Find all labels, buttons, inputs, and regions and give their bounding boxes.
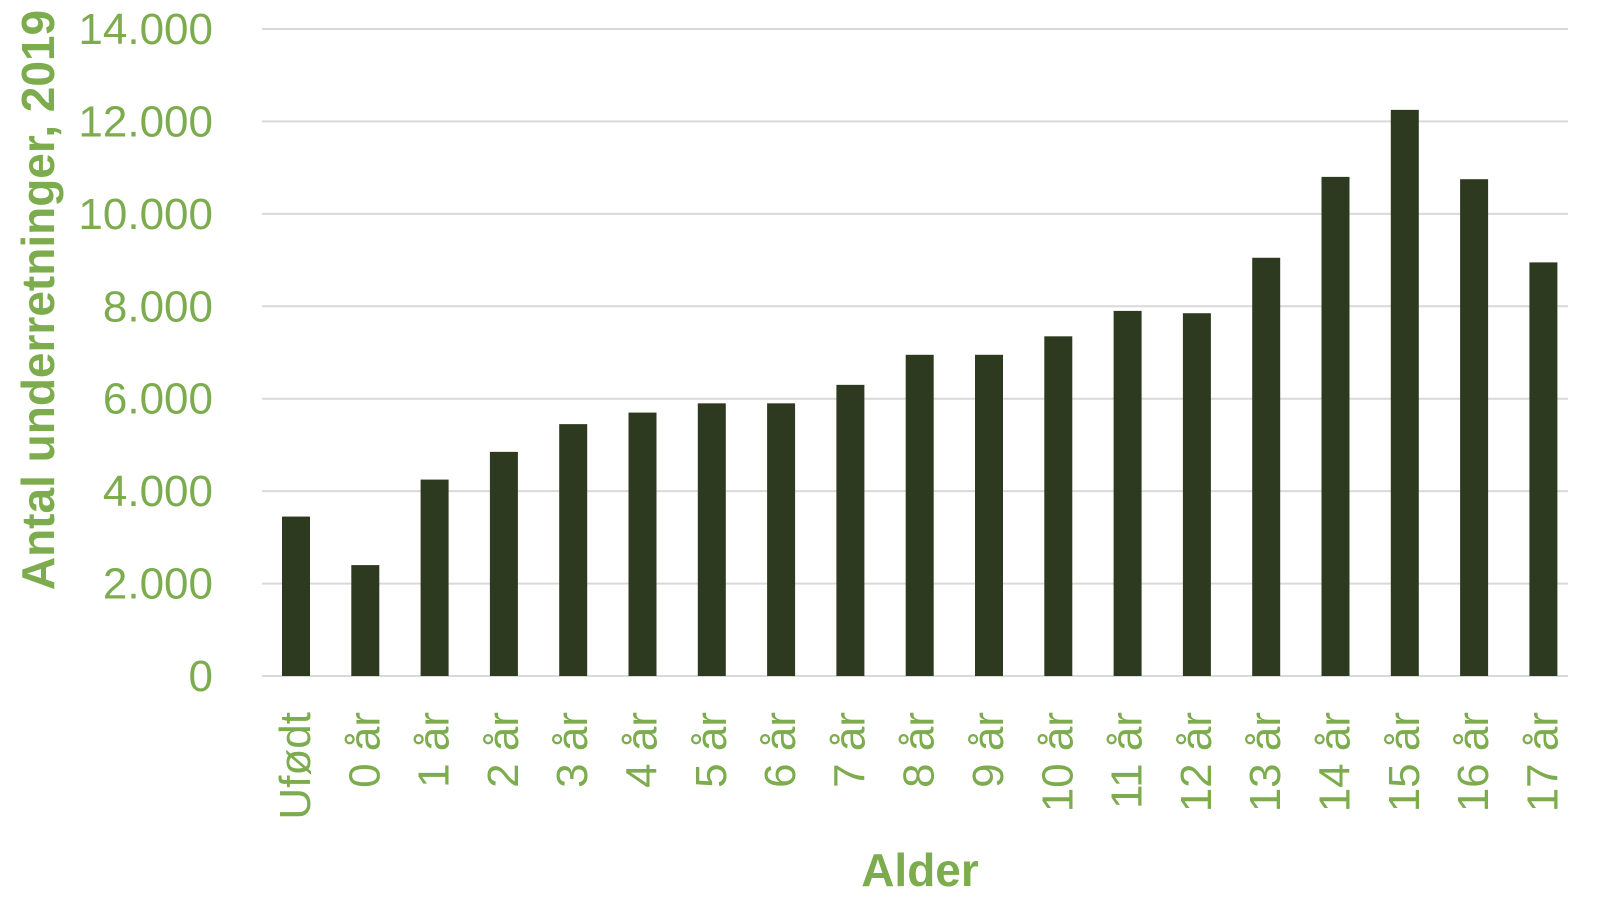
bar <box>975 355 1003 676</box>
bar <box>1252 258 1280 676</box>
y-axis-ticks: 0 2.000 4.000 6.000 8.000 10.000 12.000 14.000 <box>78 5 213 701</box>
x-tick-label: 14 år <box>1311 712 1360 812</box>
x-tick-label: 1 år <box>410 712 459 788</box>
x-tick-label: 16 år <box>1449 712 1498 812</box>
x-axis-ticks: Ufødt 0 år 1 år 2 år 3 år 4 år 5 år 6 år 7 år 8 å… <box>271 712 1567 820</box>
x-axis-title: Alder <box>861 844 979 896</box>
bar <box>1322 177 1350 676</box>
y-tick-label: 10.000 <box>78 190 213 239</box>
x-tick-label: 5 år <box>687 712 736 788</box>
y-tick-label: 12.000 <box>78 97 213 146</box>
bar <box>421 480 449 676</box>
x-tick-label: 9 år <box>964 712 1013 788</box>
bar <box>767 403 795 676</box>
bar <box>836 385 864 676</box>
y-tick-label: 8.000 <box>103 282 213 331</box>
x-tick-label: 7 år <box>825 712 874 788</box>
x-tick-label: 10 år <box>1033 712 1082 812</box>
bar <box>1044 336 1072 676</box>
bar <box>1529 262 1557 676</box>
bar <box>559 424 587 676</box>
bar <box>906 355 934 676</box>
y-tick-label: 4.000 <box>103 467 213 516</box>
x-tick-label: 12 år <box>1172 712 1221 812</box>
x-tick-label: 3 år <box>548 712 597 788</box>
y-axis-title: Antal underretninger, 2019 <box>12 10 64 590</box>
x-tick-label: 2 år <box>479 712 528 788</box>
bars <box>282 110 1557 676</box>
y-tick-label: 6.000 <box>103 375 213 424</box>
bar <box>1183 313 1211 676</box>
x-tick-label: Ufødt <box>271 712 320 820</box>
bar <box>1391 110 1419 676</box>
x-tick-label: 6 år <box>756 712 805 788</box>
bar <box>490 452 518 676</box>
x-tick-label: 17 år <box>1518 712 1567 812</box>
x-tick-label: 15 år <box>1380 712 1429 812</box>
x-tick-label: 13 år <box>1241 712 1290 812</box>
bar <box>698 403 726 676</box>
x-tick-label: 4 år <box>618 712 667 788</box>
y-tick-label: 0 <box>189 652 213 701</box>
x-tick-label: 11 år <box>1103 712 1152 809</box>
y-tick-label: 14.000 <box>78 5 213 54</box>
x-tick-label: 8 år <box>895 712 944 788</box>
bar <box>351 565 379 676</box>
bar <box>1460 179 1488 676</box>
bar <box>1114 311 1142 676</box>
bar <box>282 517 310 676</box>
x-tick-label: 0 år <box>340 712 389 788</box>
bar <box>629 413 657 676</box>
y-tick-label: 2.000 <box>103 560 213 609</box>
